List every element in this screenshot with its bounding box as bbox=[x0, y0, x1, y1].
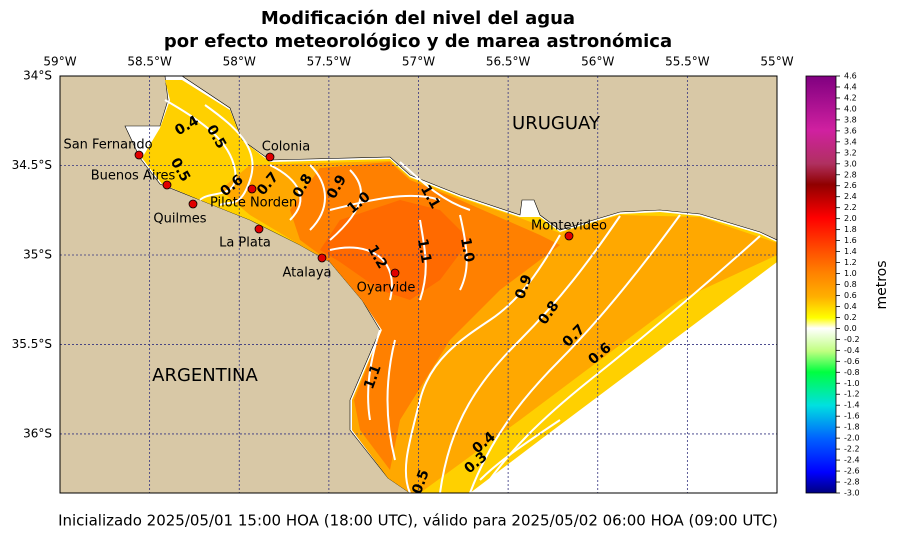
station-marker bbox=[254, 224, 264, 234]
y-tick-label: 34.5°S bbox=[12, 158, 52, 172]
colorbar-tick-label: -1.2 bbox=[844, 390, 860, 399]
colorbar-tick-label: 0.0 bbox=[844, 324, 857, 333]
colorbar-tick-label: 1.2 bbox=[844, 258, 857, 267]
colorbar-label: metros bbox=[874, 260, 890, 309]
colorbar-tick-label: -3.0 bbox=[844, 489, 860, 498]
x-tick-label: 59°W bbox=[43, 55, 76, 69]
colorbar-tick-label: 1.6 bbox=[844, 236, 857, 245]
colorbar-tick-label: -2.0 bbox=[844, 434, 860, 443]
contour-label: 1.0 bbox=[457, 236, 477, 263]
colorbar-tick-label: -2.8 bbox=[844, 478, 860, 487]
colorbar-tick-label: 1.8 bbox=[844, 225, 857, 234]
colorbar-tick-label: 3.2 bbox=[844, 148, 857, 157]
x-tick-label: 55.5°W bbox=[665, 55, 710, 69]
contour-label: 0.5 bbox=[409, 468, 433, 497]
title-line: por efecto meteorológico y de marea astr… bbox=[164, 31, 672, 52]
colorbar-tick-label: 3.6 bbox=[844, 126, 857, 135]
colorbar-tick-label: 4.0 bbox=[844, 104, 857, 113]
contour-lines bbox=[164, 99, 761, 493]
colorbar-tick-label: 3.8 bbox=[844, 115, 857, 124]
station-marker bbox=[247, 184, 257, 194]
colorbar-tick-label: 0.8 bbox=[844, 280, 857, 289]
colorbar-tick-label: 3.4 bbox=[844, 137, 857, 146]
place-label: Colonia bbox=[262, 140, 310, 155]
colorbar-tick-label: -2.2 bbox=[844, 445, 860, 454]
place-label: La Plata bbox=[219, 236, 271, 251]
colorbar-tick-label: -1.8 bbox=[844, 423, 860, 432]
station-marker bbox=[134, 150, 144, 160]
colorbar-tick-label: 2.6 bbox=[844, 181, 857, 190]
y-tick-label: 35°S bbox=[23, 247, 52, 261]
place-label: Quilmes bbox=[153, 212, 206, 227]
x-tick-label: 58.5°W bbox=[127, 55, 172, 69]
colorbar-tick-label: 0.2 bbox=[844, 313, 857, 322]
colorbar-tick-label: 0.4 bbox=[844, 302, 857, 311]
colorbar-tick-label: -1.0 bbox=[844, 379, 860, 388]
place-label: Buenos Aires bbox=[91, 169, 176, 184]
title-line: Modificación del nivel del agua bbox=[261, 8, 575, 29]
place-label: Pilote Norden bbox=[210, 196, 297, 211]
place-label: Oyarvide bbox=[357, 281, 416, 296]
station-marker bbox=[162, 180, 172, 190]
colorbar-tick-label: 2.2 bbox=[844, 203, 857, 212]
y-tick-label: 35.5°S bbox=[12, 337, 52, 351]
colorbar-tick-label: -2.4 bbox=[844, 456, 860, 465]
country-label: ARGENTINA bbox=[152, 365, 258, 386]
colorbar-tick-label: -0.2 bbox=[844, 335, 860, 344]
x-tick-label: 58°W bbox=[223, 55, 256, 69]
graticule bbox=[60, 76, 777, 493]
station-marker bbox=[265, 152, 275, 162]
contour-label: 1.1 bbox=[414, 237, 434, 264]
station-marker bbox=[390, 268, 400, 278]
colorbar-tick-label: -0.4 bbox=[844, 346, 860, 355]
colorbar-tick-label: 2.8 bbox=[844, 170, 857, 179]
country-label: URUGUAY bbox=[512, 113, 601, 134]
colorbar-tick-label: 1.4 bbox=[844, 247, 857, 256]
x-tick-label: 57°W bbox=[402, 55, 435, 69]
x-tick-label: 56°W bbox=[581, 55, 614, 69]
colorbar-tick-label: 2.4 bbox=[844, 192, 857, 201]
colorbar-tick-label: -2.6 bbox=[844, 467, 860, 476]
water-level-field bbox=[320, 200, 470, 300]
colorbar-tick-label: 3.0 bbox=[844, 159, 857, 168]
station-marker bbox=[564, 231, 574, 241]
y-tick-label: 36°S bbox=[23, 426, 52, 440]
colorbar-tick-label: -0.8 bbox=[844, 368, 860, 377]
y-tick-label: 34°S bbox=[23, 69, 52, 83]
x-tick-label: 56.5°W bbox=[486, 55, 531, 69]
colorbar-tick-label: 2.0 bbox=[844, 214, 857, 223]
station-marker bbox=[188, 199, 198, 209]
colorbar bbox=[805, 75, 837, 494]
place-label: Atalaya bbox=[283, 266, 332, 281]
colorbar-tick-label: 1.0 bbox=[844, 269, 857, 278]
footer: Inicializado 2025/05/01 15:00 HOA (18:00… bbox=[58, 512, 778, 530]
contour-label: 0.9 bbox=[512, 273, 536, 302]
place-label: San Fernando bbox=[63, 138, 152, 153]
place-label: Montevideo bbox=[531, 219, 607, 234]
map-frame bbox=[59, 75, 778, 494]
colorbar-tick-label: 0.6 bbox=[844, 291, 857, 300]
x-tick-label: 55°W bbox=[760, 55, 793, 69]
colorbar-tick-label: 4.2 bbox=[844, 93, 857, 102]
colorbar-tick-label: -0.6 bbox=[844, 357, 860, 366]
map-area bbox=[60, 76, 777, 493]
contour-label: 1.1 bbox=[361, 363, 385, 392]
x-tick-label: 57.5°W bbox=[307, 55, 352, 69]
colorbar-tick-label: 4.6 bbox=[844, 72, 857, 81]
colorbar-tick-label: -1.4 bbox=[844, 401, 860, 410]
station-marker bbox=[317, 253, 327, 263]
colorbar-tick-label: 4.4 bbox=[844, 82, 857, 91]
colorbar-tick-label: -1.6 bbox=[844, 412, 860, 421]
